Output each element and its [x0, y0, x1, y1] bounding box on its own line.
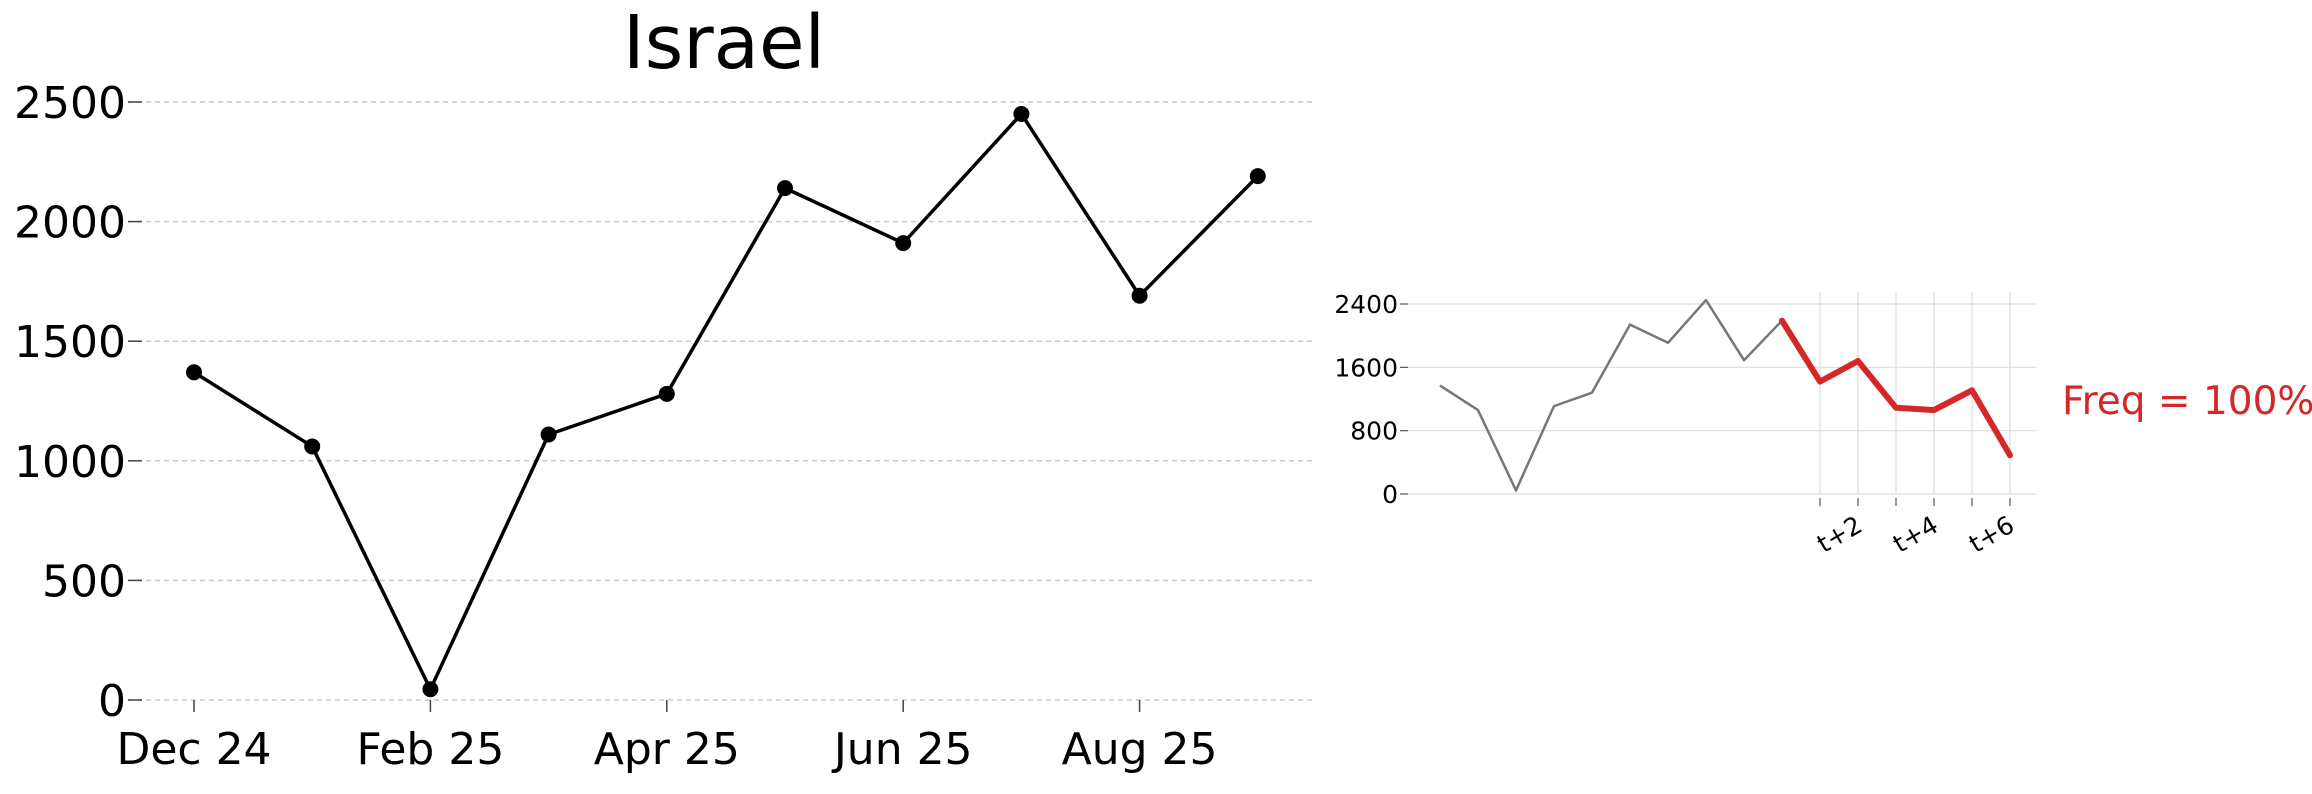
main-y-axis: 0 500 1000 1500 2000 2500 [14, 78, 142, 727]
inset-y-tick-label: 1600 [1334, 353, 1398, 382]
main-x-axis: Dec 24 Feb 25 Apr 25 Jun 25 Aug 25 [116, 700, 1218, 775]
inset-x-axis: t+2 t+4 t+6 [1812, 498, 2019, 559]
chart-title: Israel [623, 0, 825, 86]
forecast-inset-chart: 0 800 1600 2400 t+2 t+4 t+6 [1334, 290, 2036, 559]
main-series [186, 105, 1266, 698]
y-tick-label: 500 [42, 556, 126, 607]
x-tick-label: Apr 25 [594, 724, 740, 775]
inset-y-tick-label: 0 [1382, 480, 1398, 509]
y-tick-label: 0 [98, 676, 126, 727]
inset-x-tick-label: t+2 [1812, 510, 1867, 558]
main-chart: Israel 0 500 1000 1500 2000 2500 Dec 24 Feb 25… [14, 0, 1312, 775]
data-point [422, 681, 439, 698]
x-tick-label: Jun 25 [831, 724, 973, 775]
y-tick-label: 1000 [14, 437, 126, 488]
y-tick-label: 1500 [14, 317, 126, 368]
forecast-line [1779, 317, 2013, 459]
inset-y-tick-label: 800 [1350, 417, 1398, 446]
x-tick-label: Feb 25 [356, 724, 504, 775]
history-line [1439, 298, 1783, 492]
data-point [777, 180, 793, 197]
data-point [1131, 287, 1148, 304]
series-line [193, 112, 1260, 691]
data-point [895, 235, 912, 252]
data-point [1249, 168, 1266, 185]
data-point [186, 364, 202, 381]
x-tick-label: Dec 24 [116, 724, 271, 775]
x-tick-label: Aug 25 [1062, 724, 1218, 775]
inset-grid [1408, 292, 2036, 495]
data-point [658, 385, 675, 402]
inset-x-tick-label: t+6 [1964, 510, 2019, 558]
inset-x-tick-label: t+4 [1888, 510, 1943, 558]
inset-series [1439, 298, 2013, 492]
data-point [540, 426, 557, 443]
inset-y-axis: 0 800 1600 2400 [1334, 290, 1408, 509]
inset-y-tick-label: 2400 [1334, 290, 1398, 319]
y-tick-label: 2000 [14, 198, 126, 249]
freq-annotation: Freq = 100% [2062, 379, 2312, 424]
data-point [1013, 105, 1030, 122]
y-tick-label: 2500 [14, 78, 126, 129]
main-grid [128, 101, 1312, 701]
data-point [304, 438, 321, 455]
